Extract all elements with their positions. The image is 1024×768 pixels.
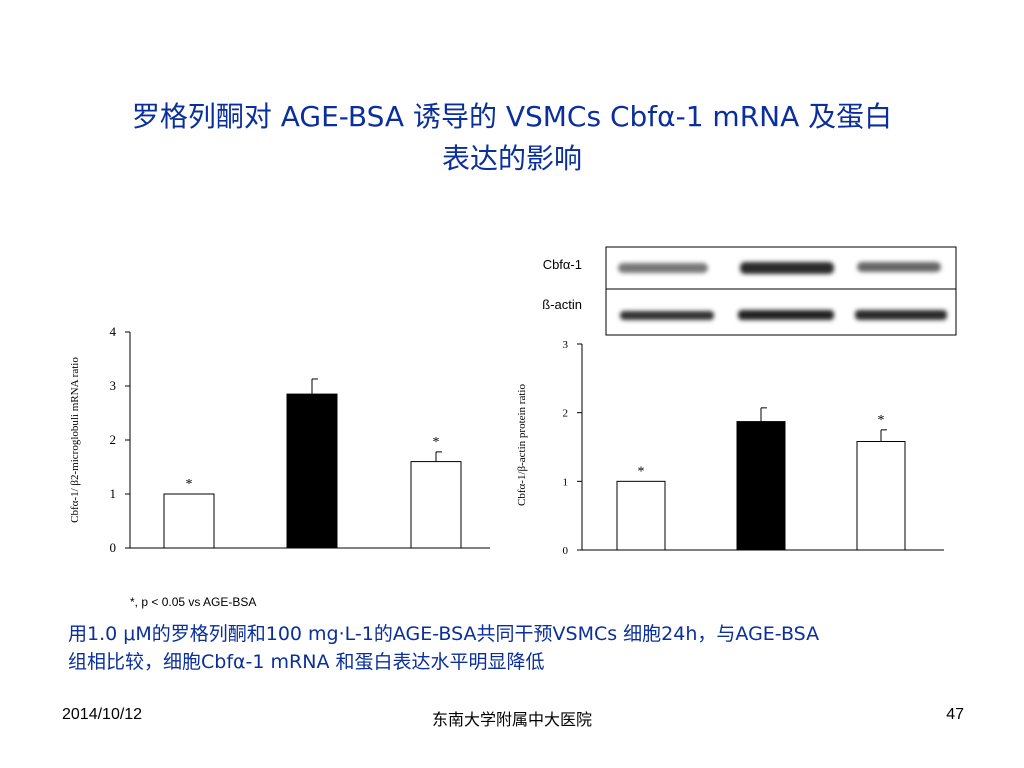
y-tick-label: 4 (110, 324, 117, 339)
title-line-1: 罗格列酮对 AGE-BSA 诱导的 VSMCs Cbfα-1 mRNA 及蛋白 (131, 100, 893, 133)
blot-label-beta-actin: ß-actin (542, 297, 582, 312)
bar (856, 441, 906, 551)
y-tick-label: 2 (563, 408, 569, 420)
description-text: 用1.0 μM的罗格列酮和100 mg·L-1的AGE-BSA共同干预VSMCs… (68, 620, 968, 676)
y-axis-label: Cbfα-1/β-actin protein ratio (516, 384, 528, 506)
description-line-2: 组相比较，细胞Cbfα-1 mRNA 和蛋白表达水平明显降低 (68, 651, 545, 673)
blot-frame (605, 246, 957, 336)
y-tick-label: 1 (110, 486, 117, 501)
y-tick-label: 1 (563, 476, 569, 488)
title-line-2: 表达的影响 (441, 142, 582, 175)
footer-organization: 东南大学附属中大医院 (431, 710, 592, 729)
y-tick-label: 0 (563, 545, 569, 557)
footer-date: 2014/10/12 (62, 706, 143, 723)
y-tick-label: 3 (110, 378, 117, 393)
blot-label-cbfa1: Cbfα-1 (543, 257, 582, 272)
significance-note: *, p < 0.05 vs AGE-BSA (130, 595, 257, 609)
significance-marker: * (433, 435, 440, 450)
western-blot: Cbfα-1 ß-actin (542, 246, 957, 336)
y-tick-label: 3 (563, 339, 569, 351)
bar (286, 393, 338, 549)
blot-band-actin-lane1 (620, 311, 714, 320)
protein-bar-chart: 0 1 2 3 * * Cbfα-1/β-actin protein ratio (516, 339, 944, 557)
blot-band-actin-lane2 (738, 310, 834, 320)
y-tick-label: 2 (110, 432, 117, 447)
mrna-bar-chart: 0 1 2 3 4 * * Cbfα-1/ β2-microglobuli mRNA rati… (69, 324, 490, 555)
bar (163, 493, 215, 549)
blot-band-cbfa1-lane1 (618, 263, 708, 273)
bar (410, 461, 462, 549)
significance-marker: * (186, 477, 193, 492)
y-axis-label: Cbfα-1/ β2-microglobuli mRNA ratio (69, 357, 81, 523)
description-line-1: 用1.0 μM的罗格列酮和100 mg·L-1的AGE-BSA共同干预VSMCs… (68, 623, 820, 645)
bar (616, 480, 666, 551)
blot-band-cbfa1-lane2 (740, 262, 834, 274)
y-tick-label: 0 (110, 540, 117, 555)
footer-page-number: 47 (946, 706, 964, 723)
blot-band-cbfa1-lane3 (857, 262, 941, 272)
blot-band-actin-lane3 (855, 310, 947, 320)
slide-title: 罗格列酮对 AGE-BSA 诱导的 VSMCs Cbfα-1 mRNA 及蛋白 … (40, 96, 984, 180)
bar (736, 421, 786, 551)
significance-marker: * (638, 464, 645, 479)
significance-marker: * (878, 413, 885, 428)
